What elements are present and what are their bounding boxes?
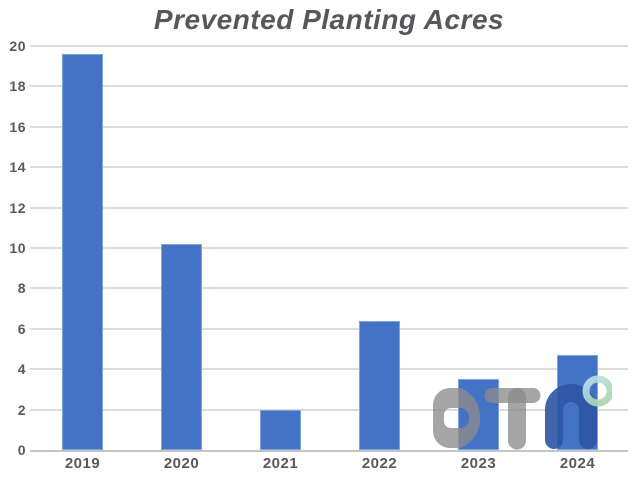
y-axis-tick-label: 20 xyxy=(9,38,26,54)
dtn-ring-icon xyxy=(582,375,612,407)
gridline-y10 xyxy=(30,247,628,249)
y-axis-tick-label: 12 xyxy=(9,199,26,216)
bar-2021 xyxy=(260,409,301,450)
gridline-y12 xyxy=(30,206,628,209)
x-axis-tick-label: 2021 xyxy=(262,455,299,472)
chart-title: Prevented Planting Acres xyxy=(153,4,505,35)
bar-2020 xyxy=(161,243,202,450)
y-axis-tick-label: 18 xyxy=(9,78,26,95)
gridline-y14 xyxy=(30,166,628,169)
bar-2019 xyxy=(62,54,103,450)
gridline-y16 xyxy=(30,125,628,128)
x-axis-tick-label: 2023 xyxy=(460,455,497,472)
dtn-letter-n xyxy=(545,384,597,449)
y-axis-tick-label: 6 xyxy=(17,320,26,337)
y-axis-tick-label: 8 xyxy=(17,280,26,297)
x-axis-tick-label: 2020 xyxy=(163,455,200,472)
dtn-letter-t xyxy=(484,388,541,450)
gridline-y18 xyxy=(30,85,628,88)
dtn-logo-watermark xyxy=(433,375,612,450)
bar-2022 xyxy=(359,320,400,450)
gridline-y20 xyxy=(30,45,628,47)
y-axis-tick-label: 10 xyxy=(9,240,26,256)
y-axis-tick-label: 14 xyxy=(9,159,26,176)
gridline-y6 xyxy=(30,327,628,330)
dtn-letter-d xyxy=(433,388,481,448)
gridline-y2 xyxy=(30,408,628,411)
y-axis-tick-label: 16 xyxy=(9,118,26,135)
gridline-y8 xyxy=(30,287,628,290)
x-axis-line xyxy=(30,449,628,452)
y-axis-tick-label: 0 xyxy=(17,442,26,458)
x-axis-tick-label: 2024 xyxy=(559,455,596,472)
x-axis-tick-label: 2022 xyxy=(361,455,398,472)
gridline-y4 xyxy=(30,368,628,371)
y-axis-tick-label: 4 xyxy=(17,361,26,378)
x-axis-tick-label: 2019 xyxy=(64,455,101,472)
y-axis-tick-label: 2 xyxy=(17,401,26,418)
